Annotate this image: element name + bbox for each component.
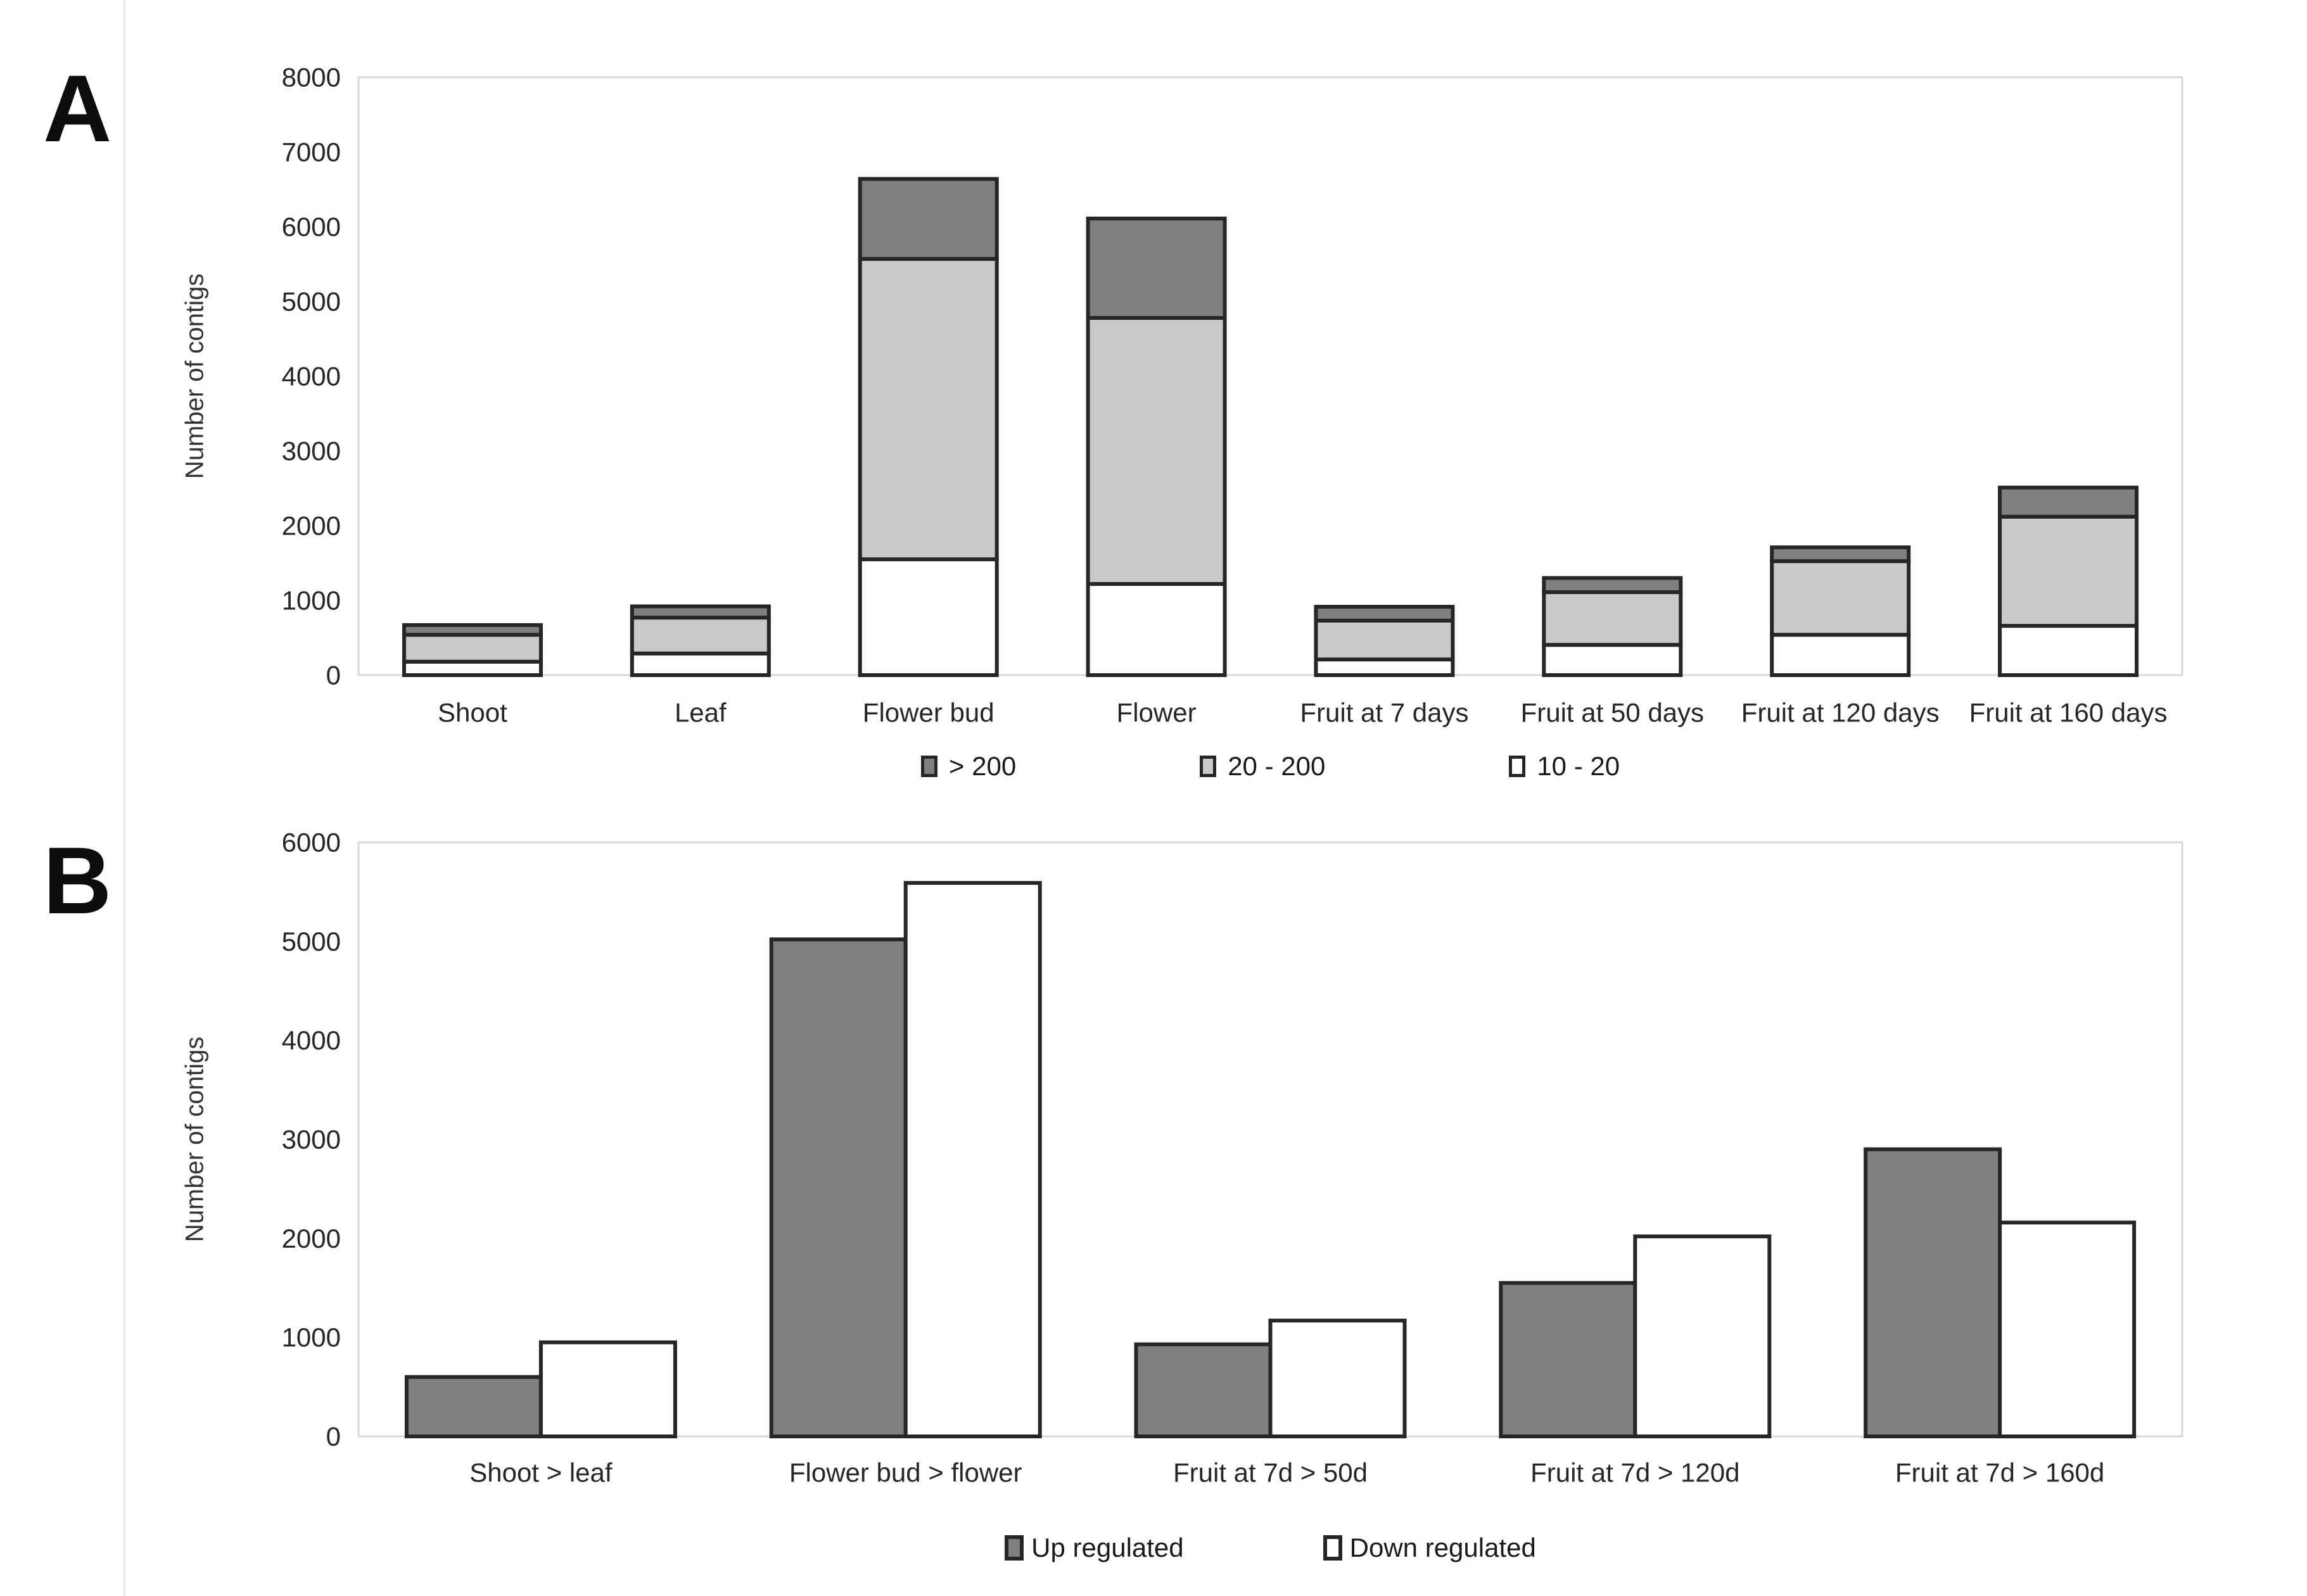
bar	[1633, 1234, 1772, 1438]
chart-b-grouped-bar: 0 1000 2000 3000 4000 5000 6000 Shoot > leaf Flo…	[282, 828, 2183, 1488]
x-category-label: Fruit at 7d > 120d	[1530, 1458, 1739, 1488]
legend-label: Down regulated	[1349, 1533, 1536, 1562]
bar-segment	[630, 651, 771, 678]
legend-item: Down regulated	[1323, 1533, 1536, 1563]
x-category-label: Shoot	[438, 698, 507, 728]
bar-segment	[1998, 624, 2139, 677]
x-category-label: Leaf	[675, 698, 727, 728]
bar	[903, 881, 1042, 1438]
bar	[1134, 1342, 1273, 1438]
x-category-label: Fruit at 120 days	[1741, 698, 1940, 728]
bar-segment	[1770, 559, 1911, 637]
bar-segment	[858, 557, 999, 677]
x-category-label: Flower	[1117, 698, 1197, 728]
legend-item: 20 - 200	[1200, 751, 1325, 782]
y-tick-label: 5000	[282, 287, 341, 317]
bar-segment	[1086, 217, 1227, 320]
plot-border	[357, 76, 2183, 676]
y-axis-title-b: Number of contigs	[181, 1036, 209, 1243]
panel-b-label: B	[43, 827, 112, 934]
y-tick-label: 5000	[282, 927, 341, 956]
legend-label: 10 - 20	[1537, 751, 1620, 781]
x-category-label: Shoot > leaf	[469, 1458, 613, 1488]
legend-a: > 200 20 - 200 10 - 20	[359, 751, 2182, 782]
bar-segment	[1542, 643, 1683, 678]
y-tick-label: 4000	[282, 1025, 341, 1055]
x-category-label: Fruit at 7d > 160d	[1895, 1458, 2104, 1488]
bar-segment	[1542, 576, 1683, 595]
y-tick-label: 2000	[282, 1224, 341, 1253]
x-category-label: Fruit at 160 days	[1969, 698, 2168, 728]
bar-segment	[1998, 485, 2139, 519]
bar-segment	[858, 177, 999, 261]
bar	[404, 1375, 543, 1439]
y-tick-label: 8000	[282, 63, 341, 92]
panel-a-label: A	[43, 55, 112, 162]
y-tick-label: 3000	[282, 1125, 341, 1155]
bar-segment	[1770, 633, 1911, 678]
legend-item: Up regulated	[1005, 1533, 1184, 1563]
bar-segment	[630, 616, 771, 656]
legend-b: Up regulated Down regulated	[359, 1533, 2182, 1563]
bar-segment	[1542, 590, 1683, 647]
page-edge-line	[124, 0, 125, 1596]
bar-segment	[1086, 315, 1227, 586]
x-category-label: Flower bud	[863, 698, 995, 728]
bar-segment	[858, 256, 999, 562]
y-tick-label: 1000	[282, 586, 341, 616]
y-tick-label: 7000	[282, 137, 341, 167]
legend-item: 10 - 20	[1509, 751, 1620, 782]
y-tick-label: 3000	[282, 436, 341, 466]
bar-segment	[1998, 514, 2139, 628]
bar-segment	[1314, 657, 1455, 677]
bar	[1998, 1220, 2137, 1438]
bar	[1499, 1281, 1637, 1439]
bar-segment	[630, 604, 771, 620]
legend-label: > 200	[948, 751, 1017, 781]
bar-segment	[402, 659, 543, 678]
chart-a-stacked-bar: 0 1000 2000 3000 4000 5000 6000 7000 8000 Shoot Le…	[282, 63, 2183, 728]
bar-segment	[402, 623, 543, 637]
legend-item: > 200	[920, 751, 1017, 782]
x-category-label: Fruit at 7d > 50d	[1173, 1458, 1368, 1488]
legend-swatch-icon	[1509, 756, 1526, 777]
y-tick-label: 0	[326, 1422, 341, 1452]
bar-segment	[1314, 618, 1455, 662]
legend-swatch-icon	[1200, 756, 1217, 777]
bar-segment	[1086, 582, 1227, 677]
legend-label: Up regulated	[1031, 1533, 1184, 1562]
bar-segment	[402, 633, 543, 664]
bar	[1268, 1319, 1407, 1439]
y-axis-title-a: Number of contigs	[181, 273, 209, 479]
y-tick-label: 6000	[282, 828, 341, 858]
y-tick-label: 4000	[282, 362, 341, 391]
legend-swatch-icon	[1005, 1535, 1024, 1561]
bar-segment	[1770, 545, 1911, 564]
x-category-label: Flower bud > flower	[789, 1458, 1022, 1488]
bar-segment	[1314, 605, 1455, 623]
x-category-label: Fruit at 50 days	[1521, 698, 1704, 728]
bar	[1864, 1147, 2002, 1439]
bar	[769, 937, 908, 1438]
legend-swatch-icon	[920, 756, 937, 777]
legend-label: 20 - 200	[1228, 751, 1326, 781]
legend-swatch-icon	[1323, 1535, 1342, 1561]
y-tick-label: 2000	[282, 511, 341, 541]
y-tick-label: 1000	[282, 1322, 341, 1352]
y-tick-label: 0	[326, 661, 341, 690]
bar	[538, 1340, 677, 1438]
y-tick-label: 6000	[282, 212, 341, 242]
x-category-label: Fruit at 7 days	[1300, 698, 1468, 728]
